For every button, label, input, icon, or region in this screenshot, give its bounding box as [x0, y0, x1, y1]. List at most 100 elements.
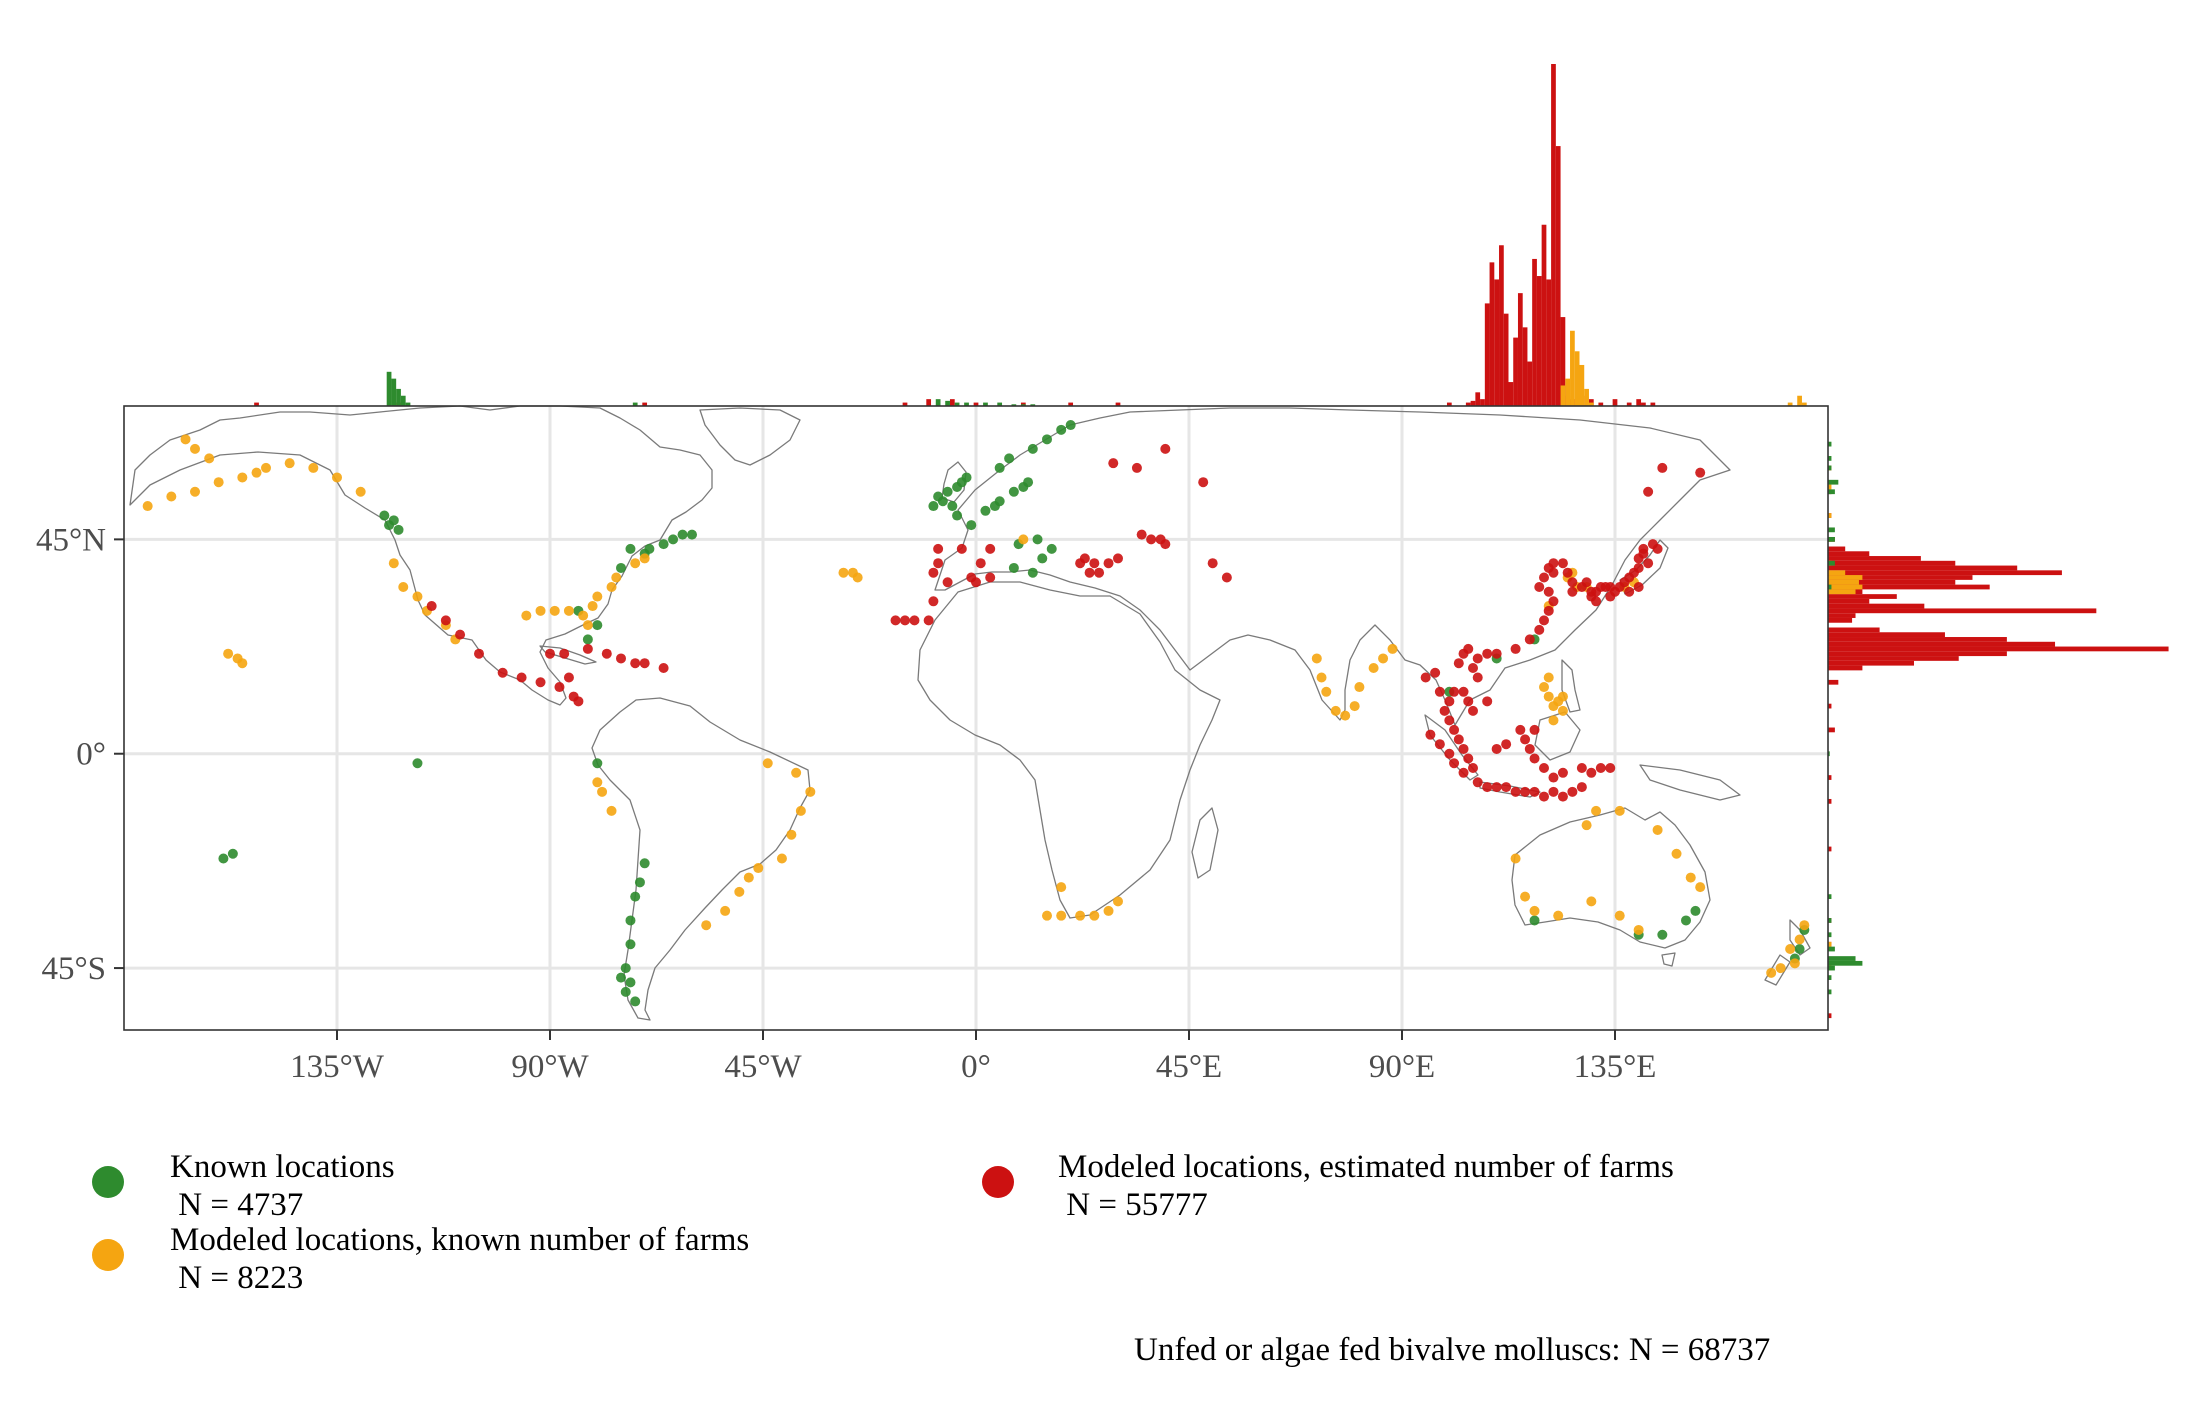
point-modeled_estimated	[956, 543, 967, 554]
location-points	[142, 420, 1810, 1007]
legend-count: N = 8223	[178, 1260, 304, 1296]
point-known	[393, 524, 404, 535]
point-modeled_known	[1018, 534, 1029, 545]
north-america-outline	[129, 405, 713, 706]
point-modeled_estimated	[1633, 562, 1644, 573]
point-modeled_estimated	[554, 682, 565, 693]
point-modeled_known	[1614, 910, 1625, 921]
map-axes: 135°W 90°W 45°W 0° 45°E 90°E 135°E 45°N 0° 45°S	[36, 522, 1656, 1085]
point-modeled_estimated	[1468, 705, 1478, 716]
point-modeled_known	[597, 786, 608, 797]
hist-bar-modeled_estimated	[1828, 703, 1832, 709]
point-modeled_estimated	[1458, 767, 1469, 778]
point-modeled_known	[1368, 662, 1379, 673]
point-known	[966, 520, 977, 531]
point-known	[616, 972, 626, 983]
point-modeled_estimated	[1510, 643, 1521, 654]
point-modeled_known	[1581, 820, 1592, 831]
hist-bar-modeled_estimated	[642, 402, 648, 406]
point-known	[592, 620, 603, 631]
point-modeled_estimated	[928, 596, 939, 607]
x-tick-label: 135°W	[290, 1049, 385, 1085]
hist-bar-known	[1020, 404, 1026, 406]
point-modeled_estimated	[1586, 591, 1597, 602]
point-known	[1657, 929, 1668, 940]
point-modeled_estimated	[1449, 686, 1460, 697]
point-modeled_known	[791, 767, 802, 778]
hist-bar-modeled_estimated	[1828, 551, 1870, 557]
point-modeled_known	[587, 601, 598, 612]
hist-bar-modeled_estimated	[1636, 399, 1642, 406]
point-known	[625, 915, 636, 926]
point-modeled_estimated	[1463, 696, 1474, 707]
x-tick-label: 90°W	[511, 1049, 589, 1085]
hist-bar-known	[400, 395, 406, 406]
hist-bar-known	[935, 399, 941, 406]
point-known	[634, 877, 645, 888]
x-tick-label: 45°W	[724, 1049, 802, 1085]
point-modeled_estimated	[1543, 586, 1554, 597]
point-known	[1042, 434, 1052, 445]
point-known	[928, 501, 939, 512]
y-tick-label: 45°S	[41, 951, 106, 987]
point-modeled_estimated	[1075, 558, 1086, 569]
point-modeled_estimated	[928, 567, 939, 578]
point-modeled_known	[630, 558, 641, 569]
point-modeled_estimated	[601, 648, 612, 659]
point-modeled_known	[753, 863, 764, 874]
point-modeled_estimated	[1444, 748, 1455, 759]
point-modeled_known	[223, 648, 234, 659]
hist-bar-modeled_estimated	[1484, 303, 1490, 406]
figure-caption: Unfed or algae fed bivalve molluscs: N =…	[1134, 1332, 1771, 1368]
hist-bar-modeled_estimated	[1828, 632, 1945, 638]
hist-bar-modeled_estimated	[1513, 337, 1518, 406]
point-known	[227, 848, 238, 859]
hist-bar-modeled_estimated	[1641, 402, 1646, 406]
hist-bar-modeled_estimated	[1598, 402, 1604, 406]
hist-bar-known	[1828, 751, 1830, 757]
hist-bar-modeled_estimated	[1612, 399, 1618, 406]
hist-bar-modeled_estimated	[1828, 598, 1870, 604]
hist-bar-known	[396, 388, 401, 406]
point-modeled_known	[582, 620, 593, 631]
legend-item-modeled-known: Modeled locations, known number of farms…	[92, 1221, 749, 1373]
point-modeled_known	[1543, 691, 1554, 702]
point-modeled_known	[639, 553, 650, 564]
point-modeled_estimated	[1643, 486, 1654, 497]
hist-bar-modeled_estimated	[1828, 846, 1832, 852]
point-modeled_estimated	[1444, 696, 1455, 707]
point-modeled_known	[1520, 891, 1531, 902]
point-modeled_known	[1671, 848, 1682, 859]
point-modeled_known	[1349, 701, 1360, 712]
point-modeled_estimated	[1557, 767, 1568, 778]
point-known	[1023, 477, 1034, 488]
hist-bar-modeled_estimated	[1541, 224, 1547, 406]
point-modeled_estimated	[909, 615, 920, 626]
hist-bar-known	[1828, 932, 1832, 938]
point-modeled_estimated	[1695, 467, 1706, 478]
hist-bar-modeled_known	[1828, 575, 1863, 580]
point-known	[620, 963, 631, 974]
point-modeled_known	[190, 486, 200, 497]
hist-bar-known	[997, 402, 1003, 406]
point-modeled_estimated	[440, 615, 451, 626]
point-modeled_known	[332, 472, 342, 483]
point-modeled_estimated	[1453, 658, 1464, 669]
hist-bar-modeled_known	[1574, 351, 1580, 406]
point-modeled_estimated	[1458, 743, 1469, 754]
point-modeled_estimated	[1094, 567, 1105, 578]
point-modeled_estimated	[1624, 586, 1635, 597]
point-modeled_estimated	[933, 558, 944, 569]
hist-bar-modeled_known	[1828, 484, 1832, 490]
hist-bar-modeled_estimated	[1828, 641, 2056, 647]
hist-bar-known	[1828, 965, 1835, 971]
point-known	[620, 986, 631, 997]
point-known	[644, 543, 655, 554]
hist-bar-modeled_estimated	[1115, 402, 1121, 406]
point-modeled_known	[1652, 824, 1663, 835]
legend: Known locations N = 4737 Modeled locatio…	[0, 0, 1674, 1296]
point-modeled_estimated	[1605, 591, 1616, 602]
hist-bar-modeled_estimated	[1532, 258, 1537, 406]
point-known	[947, 501, 958, 512]
point-modeled_estimated	[1439, 705, 1450, 716]
